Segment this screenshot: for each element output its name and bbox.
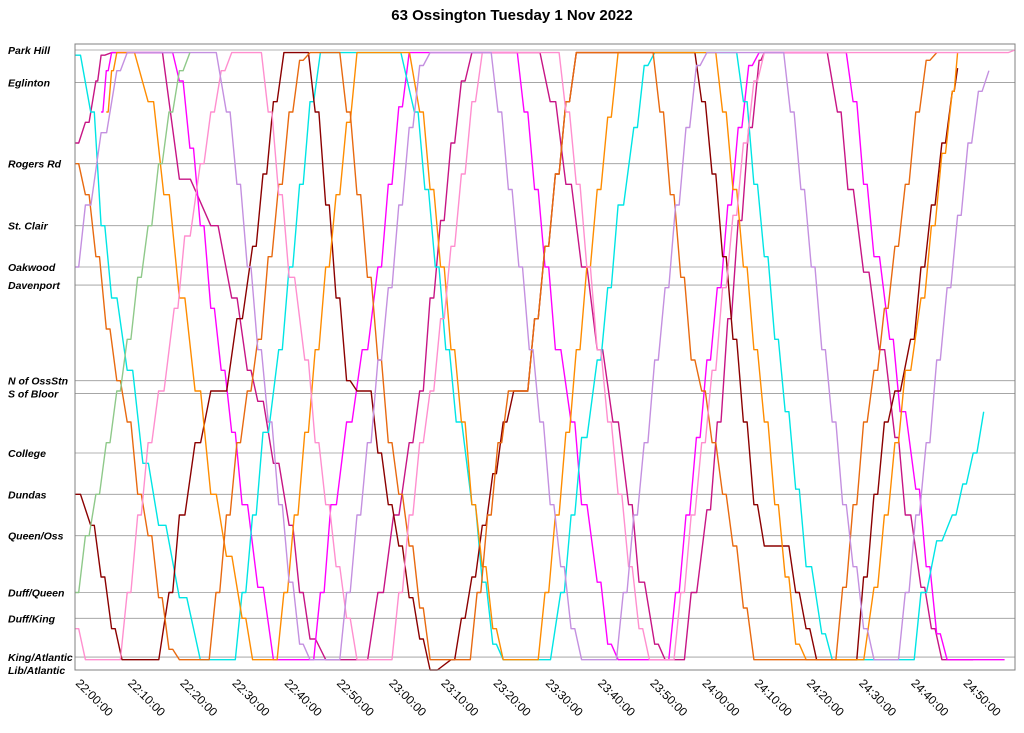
stop-label: Davenport — [8, 280, 60, 292]
stop-label: Rogers Rd — [8, 159, 62, 171]
stop-label: N of OssStn — [8, 376, 68, 388]
plot-frame — [74, 43, 1016, 671]
series-line-0 — [75, 51, 974, 661]
stop-label: College — [8, 448, 46, 460]
stop-labels: Park Hill Eglinton Rogers Rd St. Clair Oakwo… — [8, 45, 73, 677]
series-line-6 — [75, 49, 1016, 661]
stop-label: Queen/Oss — [8, 531, 64, 543]
plot-series — [75, 49, 1016, 671]
series-line-5 — [75, 51, 938, 661]
stop-label: S of Bloor — [8, 389, 59, 401]
stop-label: Duff/Queen — [8, 588, 64, 600]
stop-label: Duff/King — [8, 613, 56, 625]
stop-label: Dundas — [8, 489, 47, 501]
stop-label: St. Clair — [8, 221, 49, 233]
stop-label: Oakwood — [8, 262, 56, 274]
stop-label: Lib/Atlantic — [8, 665, 65, 677]
series-line-7 — [75, 51, 990, 661]
stop-label: King/Atlantic — [8, 652, 73, 664]
stop-label: Park Hill — [8, 45, 51, 57]
stop-label: Eglinton — [8, 78, 50, 90]
chart-title: 63 Ossington Tuesday 1 Nov 2022 — [391, 7, 632, 24]
series-line-8 — [75, 52, 191, 594]
